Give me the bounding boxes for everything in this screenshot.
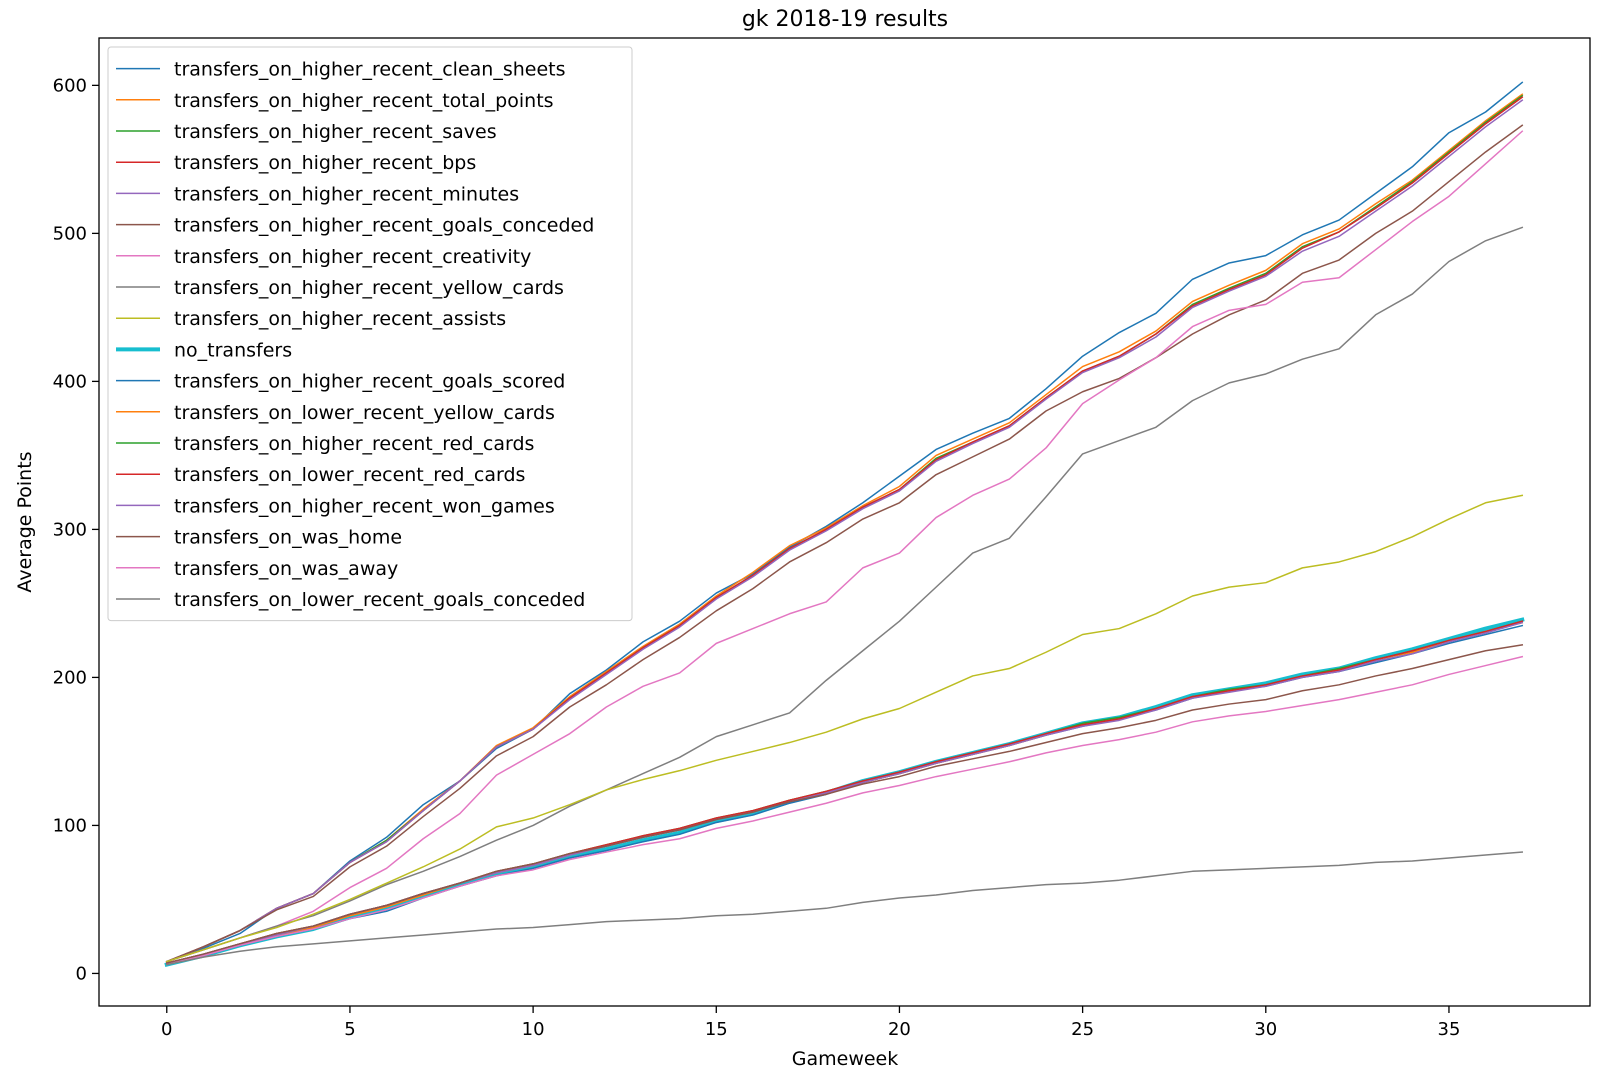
legend-entry: transfers_on_higher_recent_bps: [174, 152, 476, 174]
legend-entry: no_transfers: [174, 339, 292, 361]
chart-title: gk 2018-19 results: [742, 7, 948, 32]
legend-entry: transfers_on_higher_recent_goals_concede…: [174, 215, 594, 237]
y-axis: 0 100 200 300 400 500 600: [53, 75, 99, 984]
series-lines: [164, 81, 1525, 967]
series-line-transfers_on_was_home: [165, 643, 1524, 964]
x-tick-label: 0: [161, 1019, 172, 1040]
plot-frame: [98, 37, 1591, 1007]
series-line-transfers_on_higher_recent_goals_conceded: [165, 124, 1524, 963]
x-axis-label: Gameweek: [792, 1048, 899, 1070]
y-axis-label: Average Points: [14, 451, 36, 592]
x-tick-label: 30: [1254, 1019, 1277, 1040]
series-line-transfers_on_higher_recent_assists: [165, 494, 1524, 963]
legend-entry: transfers_on_lower_recent_goals_conceded: [174, 589, 585, 611]
legend-entry: transfers_on_higher_recent_yellow_cards: [174, 277, 564, 299]
legend-entry: transfers_on_higher_recent_assists: [174, 308, 506, 330]
series-line-transfers_on_higher_recent_minutes: [165, 99, 1524, 963]
y-tick-label: 300: [53, 519, 87, 540]
series-line-transfers_on_lower_recent_goals_conceded: [165, 851, 1524, 966]
y-tick-label: 0: [76, 963, 87, 984]
legend-box: [107, 46, 633, 622]
legend-entry: transfers_on_lower_recent_yellow_cards: [174, 402, 555, 424]
legend-entry: transfers_on_was_home: [174, 527, 402, 549]
y-tick-label: 200: [53, 667, 87, 688]
legend-entry: transfers_on_was_away: [174, 558, 398, 580]
legend-entry: transfers_on_higher_recent_goals_scored: [174, 371, 565, 393]
y-tick-label: 500: [53, 223, 87, 244]
x-axis: 0 5 10 15 20 25 30 35: [161, 1006, 1460, 1040]
x-tick-label: 5: [344, 1019, 355, 1040]
series-line-transfers_on_higher_recent_yellow_cards: [165, 226, 1524, 963]
y-tick-label: 400: [53, 371, 87, 392]
legend-entry: transfers_on_higher_recent_red_cards: [174, 433, 534, 455]
x-tick-label: 35: [1438, 1019, 1461, 1040]
x-tick-label: 20: [888, 1019, 911, 1040]
series-line-transfers_on_higher_recent_creativity: [165, 130, 1524, 963]
x-tick-label: 10: [522, 1019, 545, 1040]
x-tick-label: 15: [705, 1019, 728, 1040]
legend-entry: transfers_on_lower_recent_red_cards: [174, 464, 525, 486]
y-tick-label: 100: [53, 815, 87, 836]
legend: transfers_on_higher_recent_clean_sheetst…: [107, 46, 633, 622]
legend-entry: transfers_on_higher_recent_creativity: [174, 246, 531, 268]
legend-entry: transfers_on_higher_recent_minutes: [174, 183, 519, 205]
y-tick-label: 600: [53, 75, 87, 96]
legend-entry: transfers_on_higher_recent_total_points: [174, 90, 554, 112]
series-line-transfers_on_higher_recent_clean_sheets: [165, 81, 1524, 963]
legend-entry: transfers_on_higher_recent_clean_sheets: [174, 59, 566, 81]
legend-entry: transfers_on_higher_recent_won_games: [174, 495, 555, 517]
x-tick-label: 25: [1071, 1019, 1094, 1040]
series-line-transfers_on_was_away: [165, 655, 1524, 966]
legend-entry: transfers_on_higher_recent_saves: [174, 121, 497, 143]
